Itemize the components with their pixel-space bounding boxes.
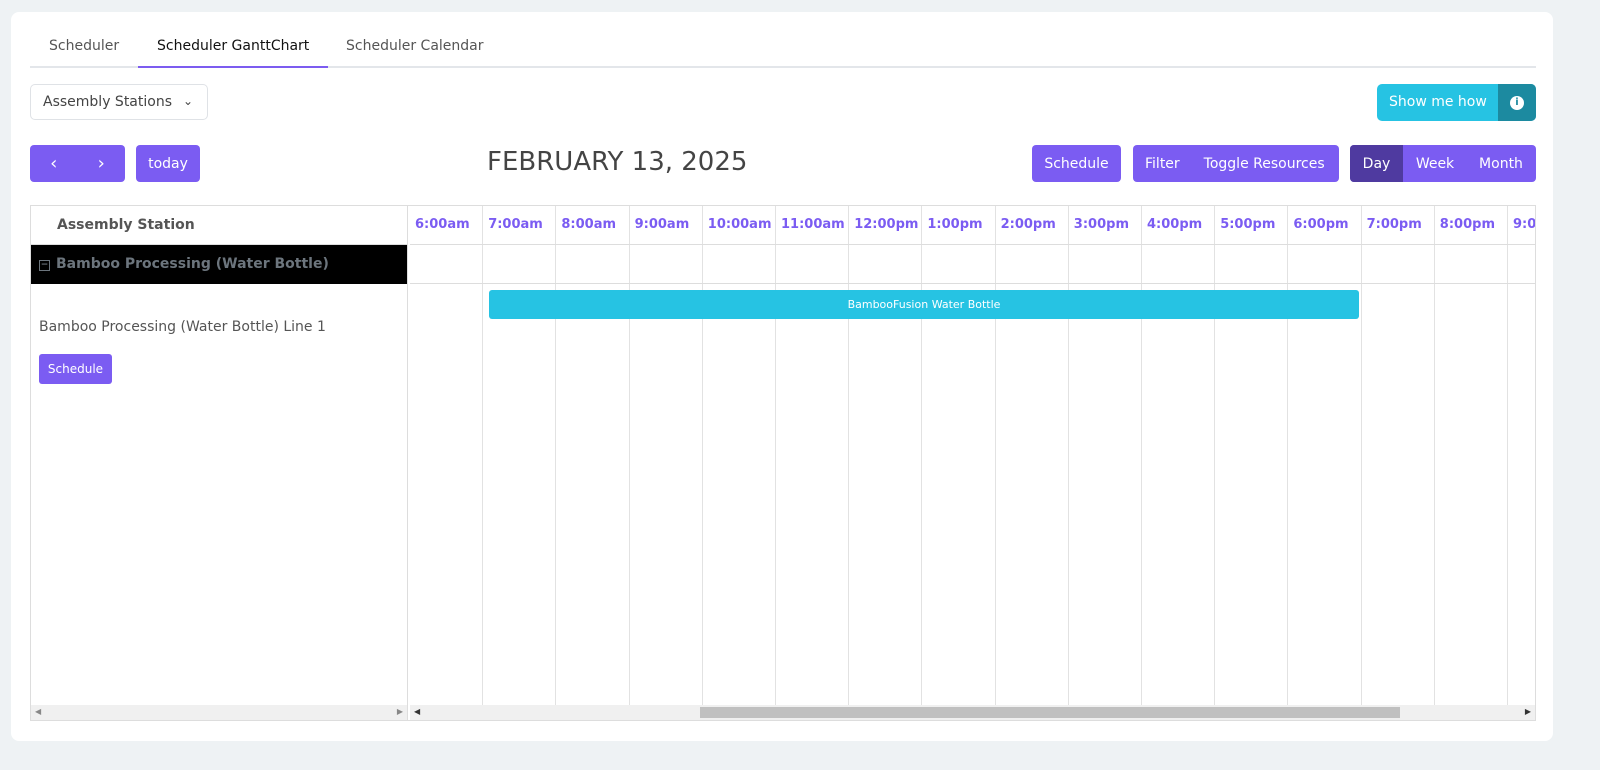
date-title: FEBRUARY 13, 2025	[487, 147, 748, 177]
hour-label: 10:00am	[707, 217, 772, 232]
hour-label: 11:00am	[781, 217, 845, 232]
timeline-pane: 6:00am 7:00am 8:00am 9:00am 10:00am 11:00am 12…	[410, 206, 1535, 720]
scrollbar-thumb[interactable]	[700, 707, 1400, 718]
chevron-right-icon[interactable]: ›	[97, 153, 105, 174]
resource-group-row[interactable]: − Bamboo Processing (Water Bottle)	[31, 245, 407, 284]
hour-column: 2:00pm	[996, 206, 1069, 705]
info-icon: i	[1498, 84, 1536, 121]
main-card	[11, 12, 1553, 741]
hour-label: 2:00pm	[1000, 217, 1056, 232]
group-divider	[410, 283, 1535, 284]
filter-button[interactable]: Filter	[1145, 155, 1180, 172]
hour-column: 8:00pm	[1435, 206, 1508, 705]
schedule-button[interactable]: Schedule	[1032, 145, 1121, 182]
hour-label: 12:00pm	[854, 217, 919, 232]
hour-column: 6:00pm	[1288, 206, 1362, 705]
hour-column: 8:00am	[556, 206, 630, 705]
hour-column: 6:00am	[410, 206, 484, 705]
resource-label: Bamboo Processing (Water Bottle) Line 1	[39, 319, 326, 335]
toggle-resources-button[interactable]: Toggle Resources	[1203, 155, 1325, 172]
resource-column-header: Assembly Station	[31, 206, 407, 245]
hour-label: 7:00am	[488, 217, 543, 232]
hour-column: 10:00am	[703, 206, 776, 705]
hour-label: 4:00pm	[1147, 217, 1203, 232]
show-me-how-label: Show me how	[1389, 94, 1487, 110]
hour-label: 8:00pm	[1439, 217, 1495, 232]
view-week-button[interactable]: Week	[1415, 155, 1455, 172]
tab-scheduler-ganttchart[interactable]: Scheduler GanttChart	[138, 38, 329, 68]
resource-type-value: Assembly Stations	[43, 94, 172, 110]
left-scrollbar[interactable]: ◀ ▶	[31, 705, 407, 720]
tab-scheduler-calendar[interactable]: Scheduler Calendar	[346, 38, 484, 54]
hour-column: 7:00am	[483, 206, 557, 705]
hour-label: 6:00pm	[1293, 217, 1349, 232]
view-button-group: Day Week Month	[1350, 145, 1536, 182]
view-day-button[interactable]: Day	[1350, 145, 1403, 182]
view-month-button[interactable]: Month	[1479, 155, 1523, 172]
hour-column: 7:00pm	[1362, 206, 1435, 705]
hour-label: 5:00pm	[1220, 217, 1276, 232]
hour-label: 9:00pm	[1513, 217, 1535, 232]
hour-label: 1:00pm	[927, 217, 983, 232]
hour-label: 7:00pm	[1366, 217, 1422, 232]
hour-column: 11:00am	[776, 206, 850, 705]
group-label: Bamboo Processing (Water Bottle)	[56, 256, 329, 272]
resource-pane: Assembly Station − Bamboo Processing (Wat…	[31, 206, 408, 720]
hour-column: 4:00pm	[1142, 206, 1216, 705]
hour-column: 3:00pm	[1069, 206, 1142, 705]
nav-button-group: ‹ ›	[30, 145, 125, 182]
collapse-icon[interactable]: −	[39, 260, 50, 271]
chevron-down-icon: ⌄	[182, 94, 193, 108]
hour-column: 5:00pm	[1215, 206, 1289, 705]
resource-type-select[interactable]: Assembly Stations ⌄	[30, 84, 208, 120]
hour-label: 3:00pm	[1073, 217, 1129, 232]
hour-column: 12:00pm	[849, 206, 923, 705]
header-divider	[410, 244, 1535, 245]
today-button[interactable]: today	[136, 145, 200, 182]
tab-scheduler[interactable]: Scheduler	[49, 38, 120, 54]
hour-label: 8:00am	[561, 217, 617, 232]
hour-column: 9:00pm	[1508, 206, 1535, 705]
chevron-left-icon[interactable]: ‹	[50, 153, 58, 174]
timeline-scrollbar[interactable]: ◀ ▶	[410, 705, 1535, 720]
hour-label: 6:00am	[415, 217, 470, 232]
tab-bar: Scheduler Scheduler GanttChart Scheduler…	[30, 30, 1536, 68]
resource-schedule-button[interactable]: Schedule	[39, 354, 112, 384]
hour-column: 9:00am	[630, 206, 703, 705]
filter-toggle-group: Filter Toggle Resources	[1133, 145, 1339, 182]
show-me-how-button[interactable]: Show me how i	[1377, 84, 1536, 121]
gantt-event[interactable]: BambooFusion Water Bottle	[489, 290, 1359, 319]
hour-column: 1:00pm	[922, 206, 996, 705]
gantt-chart: Assembly Station − Bamboo Processing (Wat…	[30, 205, 1536, 721]
hour-label: 9:00am	[634, 217, 690, 232]
